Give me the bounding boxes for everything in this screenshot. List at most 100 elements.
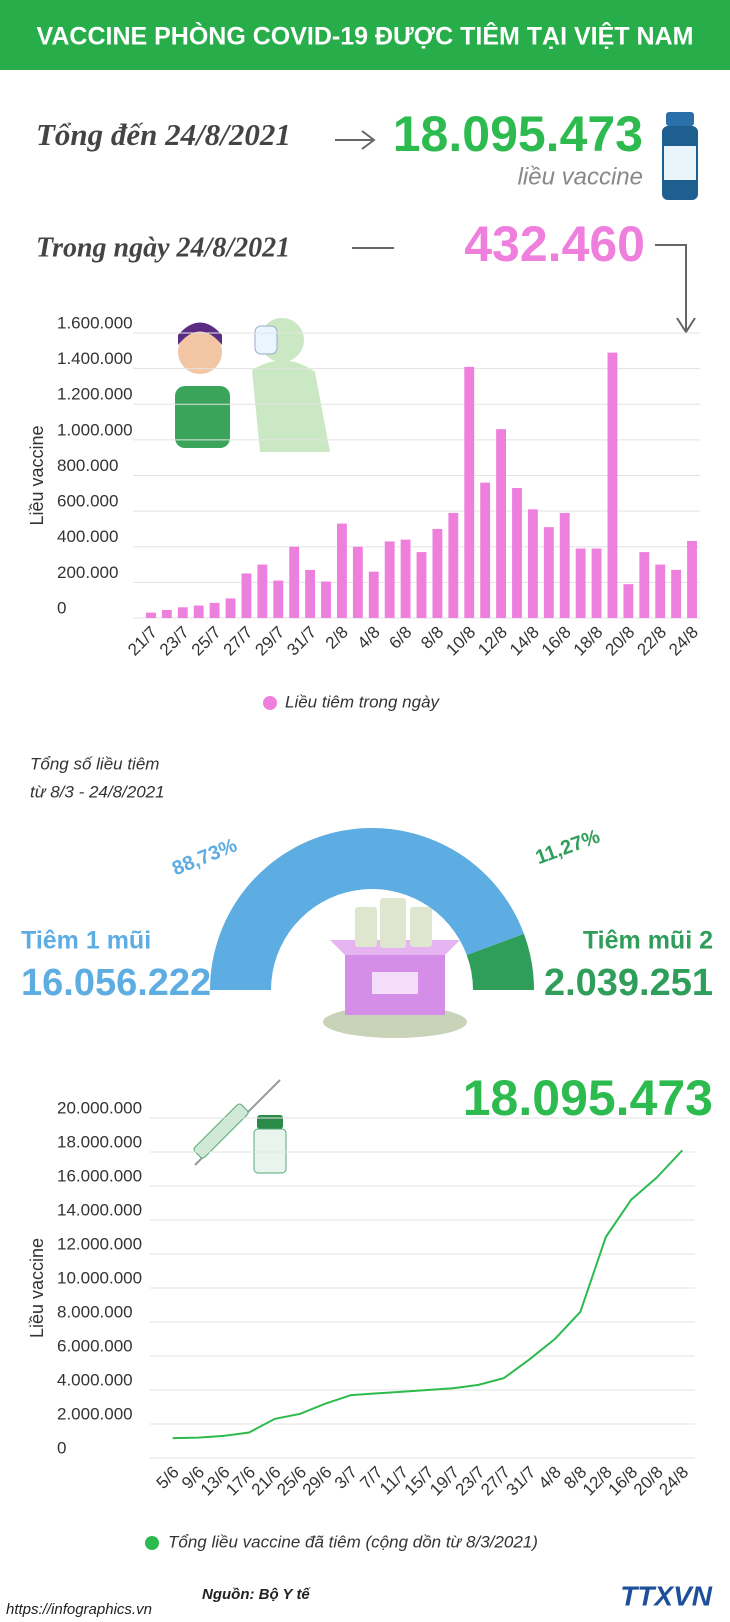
x-tick-label: 27/7 (220, 623, 257, 660)
category-label: Tiêm mũi 2 (583, 927, 713, 955)
bar (639, 552, 650, 618)
pie-subtitle: từ 8/3 - 24/8/2021 (30, 782, 165, 801)
bar (336, 523, 347, 618)
source: Nguồn: Bộ Y tế (202, 1586, 311, 1603)
daily-label: Trong ngày 24/8/2021 (36, 232, 290, 263)
y-tick-label: 1.000.000 (57, 420, 133, 439)
bar (368, 571, 379, 618)
x-tick-label: 29/7 (251, 623, 288, 660)
x-tick-label: 31/7 (503, 1463, 540, 1500)
arrow (655, 244, 696, 334)
bar (655, 564, 666, 618)
bar (480, 482, 491, 618)
bar (416, 552, 427, 618)
box-illustration (323, 898, 467, 1038)
legend-marker (145, 1536, 159, 1550)
pie-slice (466, 933, 534, 990)
x-tick-label: 3/7 (331, 1463, 361, 1493)
bar (575, 548, 586, 618)
x-tick-label: 25/7 (188, 623, 225, 660)
y-tick-label: 800.000 (57, 456, 118, 475)
y-axis-label: Liều vaccine (27, 1238, 47, 1338)
bar (687, 540, 697, 618)
y-tick-label: 2.000.000 (57, 1404, 133, 1423)
y-tick-label: 1.600.000 (57, 313, 133, 332)
y-tick-label: 400.000 (57, 527, 118, 546)
bar (384, 541, 395, 618)
illustration (175, 318, 330, 452)
pie-slice (210, 828, 524, 990)
y-tick-label: 18.000.000 (57, 1132, 142, 1151)
x-tick-label: 4/8 (354, 623, 384, 653)
y-tick-label: 200.000 (57, 563, 118, 582)
dose-count: 2.039.251 (544, 962, 713, 1004)
total-label: Tổng đến 24/8/2021 (36, 117, 291, 152)
bar (193, 605, 204, 618)
bar (559, 512, 570, 618)
bar (257, 564, 268, 618)
x-tick-label: 6/8 (385, 623, 415, 653)
x-tick-label: 2/8 (322, 623, 352, 653)
value-label: 11,27% (533, 826, 603, 870)
x-tick-label: 22/8 (633, 623, 670, 660)
bar (591, 548, 602, 618)
y-tick-label: 0 (57, 1438, 66, 1457)
y-tick-label: 12.000.000 (57, 1234, 142, 1253)
x-tick-label: 4/8 (535, 1463, 565, 1493)
y-tick-label: 14.000.000 (57, 1200, 142, 1219)
y-tick-label: 20.000.000 (57, 1098, 142, 1117)
x-tick-label: 10/8 (442, 623, 479, 660)
y-tick-label: 6.000.000 (57, 1336, 133, 1355)
bar (146, 612, 156, 618)
annotation: 18.095.473 (463, 1070, 713, 1126)
y-tick-label: 16.000.000 (57, 1166, 142, 1185)
x-tick-label: 31/7 (283, 623, 320, 660)
total-value: 18.095.473 (393, 106, 643, 162)
pie-title: Tổng số liều tiêm (30, 754, 159, 773)
y-tick-label: 8.000.000 (57, 1302, 133, 1321)
y-tick-label: 4.000.000 (57, 1370, 133, 1389)
total-unit: liều vaccine (518, 163, 643, 190)
logo: TTXVN (620, 1580, 713, 1611)
y-tick-label: 600.000 (57, 492, 118, 511)
y-tick-label: 1.400.000 (57, 349, 133, 368)
daily-value: 432.460 (464, 216, 645, 272)
header-title: VACCINE PHÒNG COVID-19 ĐƯỢC TIÊM TẠI VIỆ… (37, 21, 694, 51)
bar (273, 580, 284, 618)
url[interactable]: https://infographics.vn (6, 1601, 152, 1618)
y-tick-label: 1.200.000 (57, 385, 133, 404)
bar (432, 528, 443, 618)
arrow (335, 130, 376, 150)
bar (241, 573, 252, 618)
x-tick-label: 5/6 (153, 1463, 183, 1493)
bar (400, 539, 411, 618)
y-tick-label: 0 (57, 598, 66, 617)
x-tick-label: 18/8 (570, 623, 607, 660)
bar (161, 609, 172, 618)
vial-icon (662, 112, 698, 200)
x-tick-label: 24/8 (655, 1463, 692, 1500)
bar (209, 602, 220, 618)
legend-marker (263, 696, 277, 710)
bar (448, 512, 459, 618)
bar (289, 546, 300, 618)
bar (177, 607, 188, 618)
bar (305, 569, 316, 618)
x-tick-label: 16/8 (538, 623, 575, 660)
legend-label: Tổng liều vaccine đã tiêm (cộng dồn từ 8… (168, 1532, 538, 1551)
x-tick-label: 20/8 (602, 623, 639, 660)
x-tick-label: 23/7 (156, 623, 193, 660)
x-tick-label: 24/8 (665, 623, 702, 660)
bar (607, 352, 618, 618)
bar (496, 429, 507, 618)
x-tick-label: 8/8 (417, 623, 447, 653)
syringe-illustration (193, 1079, 287, 1174)
bar (512, 487, 522, 618)
value-label: 88,73% (169, 834, 240, 880)
dose-count: 16.056.222 (21, 962, 211, 1004)
y-axis-label: Liều vaccine (27, 425, 47, 525)
bar (671, 569, 682, 618)
bar (225, 598, 236, 618)
category-label: Tiêm 1 mũi (21, 927, 151, 955)
